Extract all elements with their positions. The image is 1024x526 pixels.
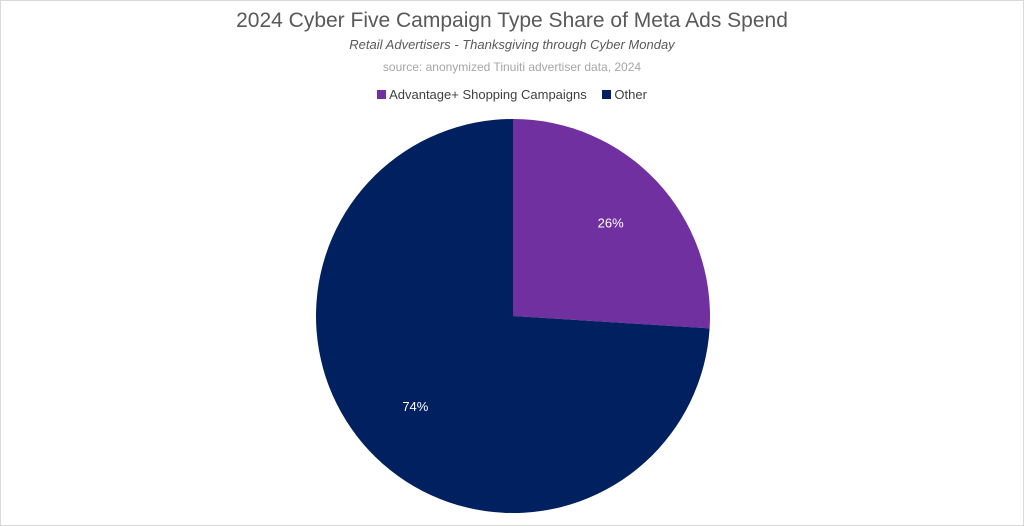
legend-swatch-advantage-shopping: [377, 90, 387, 100]
legend-label-advantage-shopping: Advantage+ Shopping Campaigns: [389, 87, 587, 103]
pie-slice-other: [315, 119, 710, 514]
pie-slice-advantage-shopping: [513, 119, 710, 329]
chart-legend: Advantage+ Shopping Campaigns Other: [0, 86, 1024, 102]
chart-source-note: source: anonymized Tinuiti advertiser da…: [382, 60, 642, 74]
data-label-other: 74%: [402, 399, 428, 414]
legend-item-other: Other: [602, 87, 647, 102]
legend-label-other: Other: [614, 87, 647, 103]
chart-title: 2024 Cyber Five Campaign Type Share of M…: [236, 9, 788, 32]
legend-item-advantage-shopping: Advantage+ Shopping Campaigns: [377, 87, 587, 102]
chart-subtitle: Retail Advertisers - Thanksgiving throug…: [349, 37, 675, 52]
legend-swatch-other: [602, 90, 612, 100]
data-label-advantage-shopping: 26%: [598, 216, 624, 231]
